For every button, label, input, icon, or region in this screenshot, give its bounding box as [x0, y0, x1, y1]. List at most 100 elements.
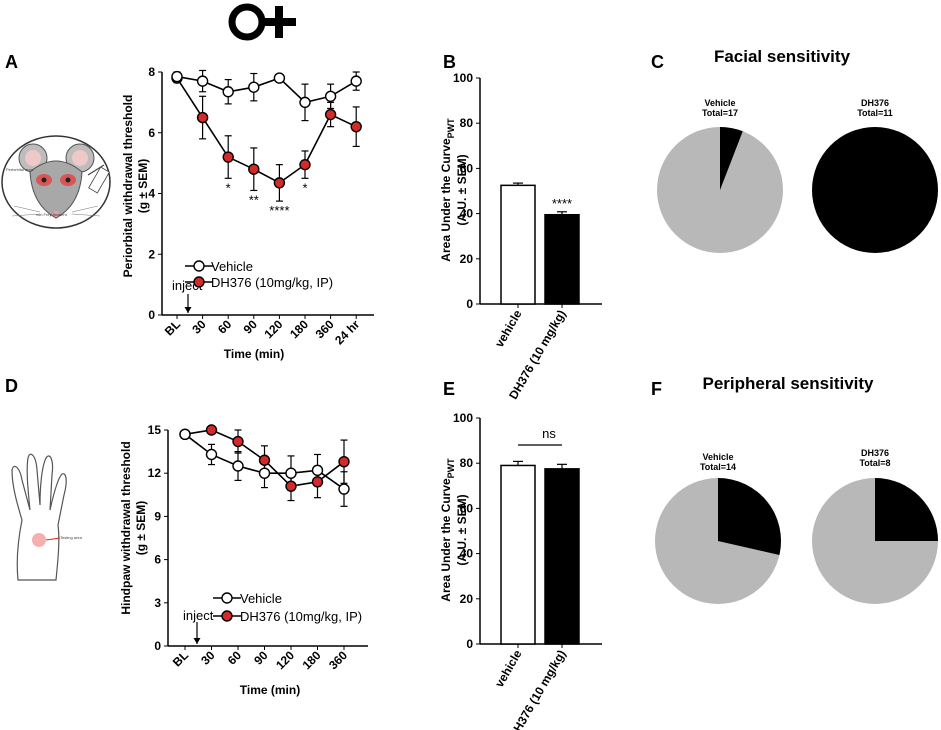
data-point-dh376 [273, 177, 286, 189]
data-point-dh376 [299, 158, 311, 171]
chart-e-ylabel: Area Under the CurvePWT [439, 458, 456, 602]
panel-label-c: C [651, 52, 664, 72]
x-tick-label: 180 [300, 648, 324, 672]
testing-area-label: Testing area [60, 535, 83, 540]
y-tick-label: 15 [148, 423, 162, 437]
chart-d-ylabel: Hindpaw withdrawal threshold [119, 441, 133, 614]
y-tick-label: 0 [148, 308, 155, 322]
panel-label-e: E [443, 379, 455, 399]
data-point-vehicle [248, 81, 260, 93]
chart-d-legend-vehicle: Vehicle [240, 591, 282, 606]
chart-e-ns-label: ns [542, 426, 556, 441]
y-tick-label: 2 [148, 247, 155, 261]
x-tick-label: BL [162, 317, 183, 338]
von-frey-label: von Frey filament [36, 212, 68, 217]
data-point-dh376 [338, 455, 350, 468]
pie-name-label: DH376 [861, 98, 889, 108]
y-tick-label: 60 [460, 161, 474, 175]
chart-a-legend-dh376: DH376 (10mg/kg, IP) [211, 275, 333, 290]
data-point-vehicle [171, 70, 183, 83]
legend-marker-dh376 [221, 610, 233, 622]
chart-d-inject-label: inject [183, 608, 214, 623]
y-tick-label: 3 [154, 596, 161, 610]
data-point-dh376 [324, 108, 337, 121]
y-tick-label: 80 [460, 456, 474, 470]
data-point-dh376 [205, 424, 218, 436]
y-tick-label: 8 [148, 65, 155, 79]
pie-slice-black [720, 127, 743, 190]
bar-vehicle [500, 464, 536, 645]
significance-star: ** [249, 192, 259, 207]
chart-c-title: Facial sensitivity [714, 47, 851, 66]
y-tick-label: 12 [148, 466, 162, 480]
data-point-vehicle [285, 467, 297, 479]
pie-name-label: Vehicle [702, 452, 733, 462]
data-point-vehicle [205, 448, 218, 461]
significance-star: * [226, 180, 231, 195]
data-point-dh376 [285, 480, 297, 492]
legend-marker-dh376 [193, 276, 205, 288]
chart-b-ylabel: Area Under the CurvePWT [439, 118, 456, 262]
y-tick-label: 80 [460, 116, 474, 130]
inject-arrow-head-icon [184, 307, 192, 313]
y-tick-label: 6 [148, 126, 155, 140]
chart-f-title: Peripheral sensitivity [702, 374, 874, 393]
ylabel-subscript: PWT [446, 118, 456, 138]
chart-a-ylabel: Periorbital withdrawal threshold [121, 95, 135, 278]
data-point-vehicle [338, 483, 350, 495]
legend-marker-vehicle [221, 592, 233, 604]
x-tick-label: 30 [189, 317, 209, 337]
y-tick-label: 40 [460, 547, 474, 561]
x-tick-label: 360 [326, 648, 350, 672]
x-tick-label: BL [170, 648, 191, 669]
periorbital-area-label: Periorbital area [6, 167, 34, 172]
x-tick-label: 180 [287, 317, 311, 341]
legend-marker-vehicle [193, 260, 205, 272]
significance-star: * [302, 180, 307, 195]
chart-d: Hindpaw withdrawal threshold (g ± SEM) T… [119, 423, 368, 697]
y-tick-label: 40 [460, 207, 474, 221]
pie-slice-black [718, 478, 781, 556]
x-tick-label: 24 hr [332, 317, 362, 347]
hindpaw-illustration: Testing area [11, 453, 83, 581]
data-point-dh376 [248, 163, 260, 175]
y-tick-label: 100 [453, 411, 473, 425]
data-point-vehicle [311, 464, 324, 477]
y-tick-label: 0 [466, 297, 473, 311]
x-tick-label: 90 [241, 317, 261, 337]
x-tick-label: vehicle [492, 647, 525, 690]
chart-a-xlabel: Time (min) [224, 347, 284, 361]
data-point-vehicle [196, 75, 209, 87]
pie-name-label: Vehicle [704, 98, 735, 108]
data-point-dh376 [258, 454, 271, 466]
ylabel-subscript: PWT [446, 458, 456, 478]
pie-slice-black [875, 478, 938, 541]
mouse-head-illustration: Periorbital area von Frey filament [1, 135, 111, 229]
data-point-vehicle [258, 467, 271, 479]
data-point-dh376 [232, 435, 244, 448]
data-point-vehicle [232, 460, 244, 472]
pie-total-label: Total=11 [857, 108, 893, 118]
x-tick-label: 90 [251, 648, 271, 668]
y-tick-label: 0 [466, 637, 473, 651]
y-tick-label: 0 [154, 639, 161, 653]
data-point-vehicle [273, 72, 286, 84]
chart-d-ylabel2: (g ± SEM) [134, 501, 148, 556]
significance-star: **** [552, 196, 572, 211]
bar-vehicle [500, 184, 536, 305]
y-tick-label: 6 [154, 553, 161, 567]
pie-slice-black [812, 127, 938, 253]
y-tick-label: 60 [460, 501, 474, 515]
data-point-dh376 [311, 476, 324, 488]
chart-a-legend-vehicle: Vehicle [211, 259, 253, 274]
y-tick-label: 9 [154, 509, 161, 523]
chart-e: Area Under the CurvePWT (A.U. ± SEM) ns … [439, 411, 602, 730]
data-point-vehicle [299, 96, 311, 109]
data-point-vehicle [222, 86, 234, 98]
x-tick-label: 120 [261, 317, 285, 341]
panel-label-d: D [5, 376, 18, 396]
bar-dh376 [544, 468, 580, 645]
inject-arrow-head-icon [193, 638, 201, 644]
